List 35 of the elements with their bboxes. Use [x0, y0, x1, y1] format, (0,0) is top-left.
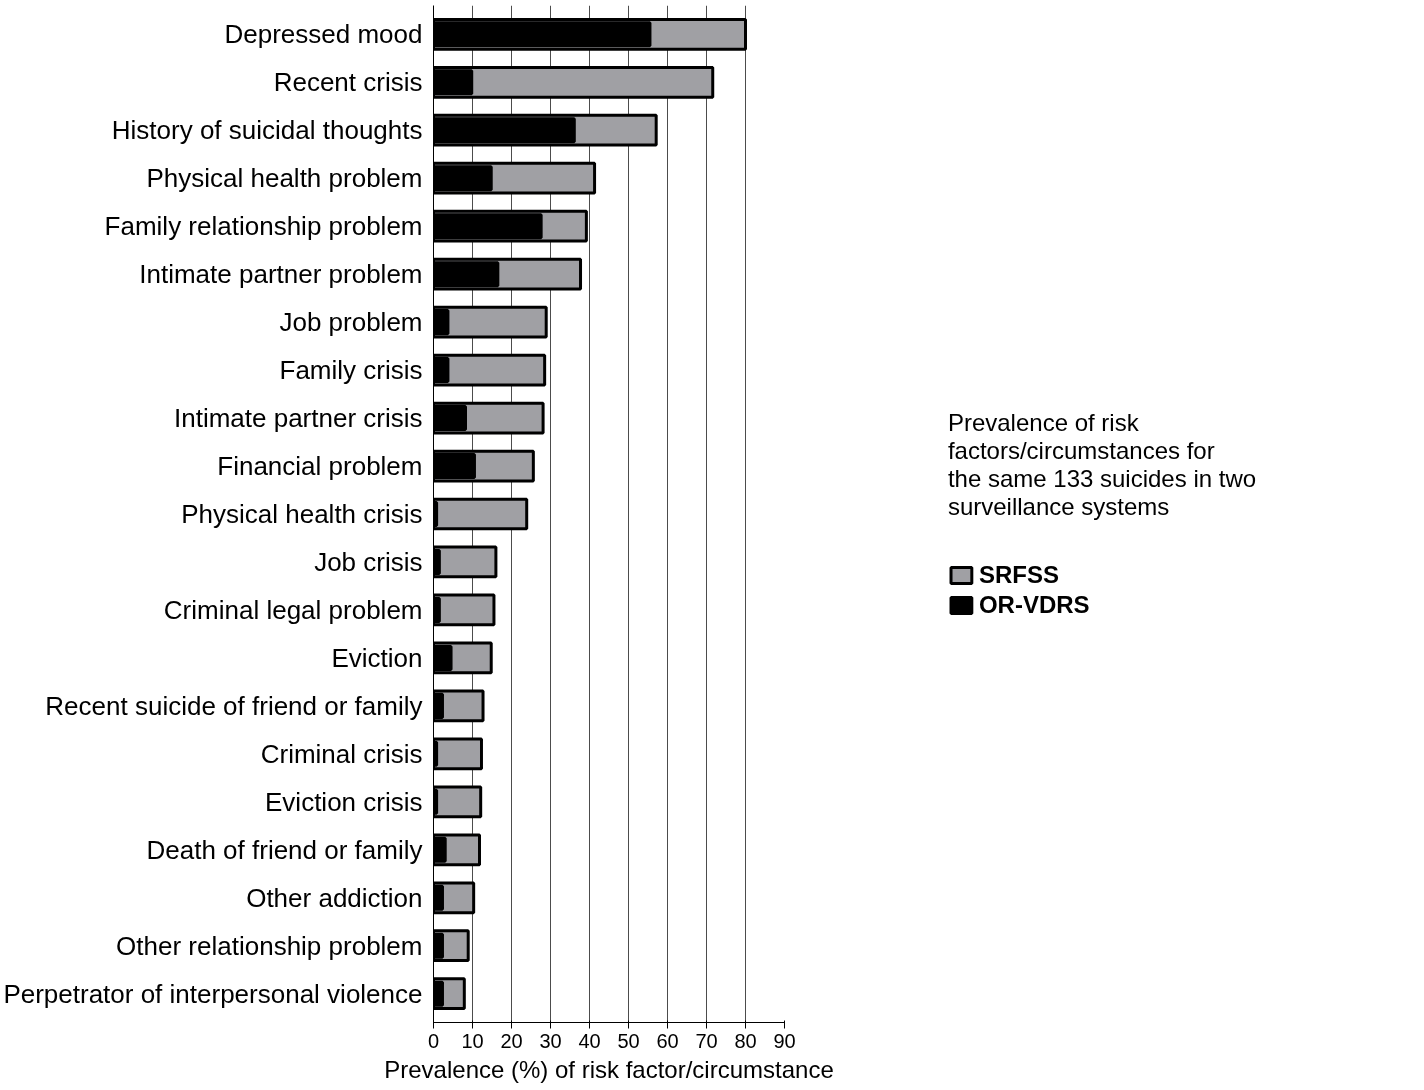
- y-tick-label: Eviction: [331, 642, 423, 673]
- x-tick-label: 10: [461, 1029, 484, 1052]
- y-tick-label: Intimate partner crisis: [173, 403, 423, 434]
- x-tick-label: 80: [734, 1029, 757, 1052]
- x-tick-label: 40: [578, 1029, 601, 1052]
- y-tick-label: Family relationship problem: [104, 211, 423, 242]
- x-axis-title: Prevalence (%) of risk factor/circumstance: [384, 1055, 834, 1083]
- y-tick-label: Job problem: [279, 307, 423, 338]
- y-tick-label: Recent suicide of friend or family: [45, 690, 423, 721]
- y-tick-label: Other relationship problem: [116, 930, 423, 961]
- y-tick-label: Recent crisis: [273, 67, 423, 98]
- y-tick-label: Physical health crisis: [181, 499, 423, 529]
- y-tick-label: Eviction crisis: [265, 786, 423, 817]
- x-tick-label: 20: [500, 1029, 523, 1052]
- y-tick-label: Depressed mood: [224, 19, 423, 50]
- y-tick-label: Perpetrator of interpersonal violence: [3, 978, 423, 1009]
- y-tick-label: Criminal crisis: [260, 738, 423, 769]
- y-tick-label: Family crisis: [279, 355, 423, 386]
- y-tick-label: Other addiction: [246, 882, 423, 913]
- y-tick-label: History of suicidal thoughts: [111, 115, 423, 146]
- x-tick-label: 60: [656, 1029, 679, 1052]
- x-tick-label: 30: [539, 1029, 562, 1052]
- y-tick-label: Physical health problem: [146, 163, 423, 194]
- x-tick-label: 0: [427, 1029, 440, 1052]
- legend-label: SRFSS: [978, 560, 1059, 589]
- legend-label: OR-VDRS: [978, 590, 1090, 619]
- y-tick-label: Financial problem: [217, 451, 423, 482]
- y-tick-label: Intimate partner problem: [139, 259, 423, 290]
- legend-title: Prevalence of risk factors/circumstances for the same 133 suicides in two surveillance systems: [947, 408, 1257, 521]
- x-tick-label: 70: [695, 1029, 718, 1052]
- x-tick-label: 50: [617, 1029, 640, 1052]
- y-tick-label: Death of friend or family: [146, 834, 423, 865]
- y-tick-label: Criminal legal problem: [163, 594, 423, 625]
- x-tick-label: 90: [773, 1029, 796, 1052]
- y-tick-label: Job crisis: [314, 546, 423, 577]
